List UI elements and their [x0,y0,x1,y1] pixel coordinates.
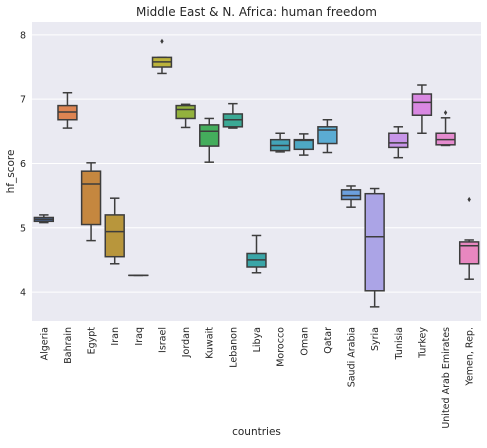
box-iqr [389,133,408,147]
y-tick-label: 8 [20,30,26,41]
box-iqr [200,125,219,146]
x-tick-label: Syria [370,327,381,351]
x-axis-label: countries [232,426,281,438]
chart-title: Middle East & N. Africa: human freedom [136,5,377,19]
y-axis-label: hf_score [5,150,17,194]
x-tick-label: Algeria [39,327,50,360]
box-iqr [105,215,124,257]
box-iqr [365,194,384,291]
y-tick-label: 7 [20,95,26,106]
x-tick-label: Lebanon [228,327,239,368]
box-iqr [176,106,195,119]
x-tick-label: United Arab Emirates [441,327,452,429]
box-iqr [342,190,361,200]
box-iqr [412,94,431,115]
x-tick-label: Oman [299,327,310,356]
x-tick-label: Egypt [87,327,98,355]
x-tick-label: Tunisia [394,327,405,360]
x-tick-label: Iran [110,327,121,346]
x-tick-label: Turkey [417,327,428,359]
x-tick-label: Morocco [276,327,287,367]
box-iqr [294,140,313,150]
x-tick-label: Qatar [323,327,334,354]
x-tick-label: Israel [157,327,168,353]
x-tick-labels: Algeria Bahrain Egypt Iran Iraq Israel Jordan K… [39,327,475,429]
box-iqr [82,171,101,224]
x-tick-label: Bahrain [63,327,74,364]
x-tick-label: Yemen, Rep. [465,327,476,387]
y-tick-label: 6 [20,159,26,170]
x-tick-label: Saudi Arabia [347,327,358,387]
x-tick-label: Kuwait [205,327,216,359]
x-tick-label: Jordan [181,327,192,358]
y-tick-label: 4 [20,288,26,299]
box-syria [365,189,384,307]
y-tick-label: 5 [20,223,26,234]
y-tick-labels: 4 5 6 7 8 [20,30,26,298]
x-tick-label: Iraq [134,327,145,346]
x-tick-label: Libya [252,327,263,352]
